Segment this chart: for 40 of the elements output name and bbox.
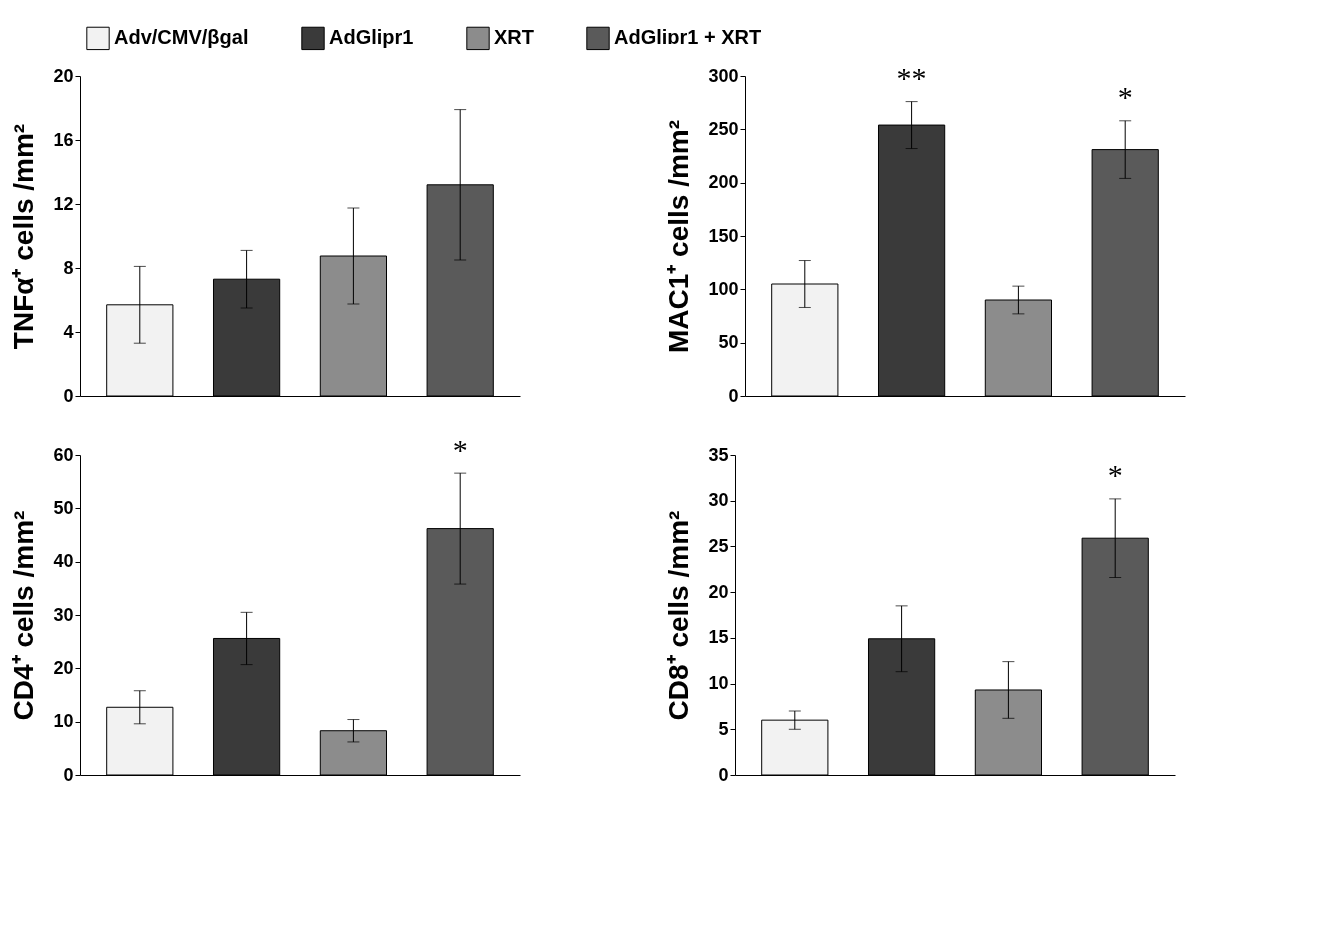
y-axis-title: TNFα⁺ cells /mm²: [8, 123, 40, 350]
y-tick-label: 35: [708, 444, 729, 465]
y-tick-label: 10: [53, 711, 74, 732]
y-tick-label: 12: [53, 193, 74, 214]
y-tick-label: 30: [708, 490, 729, 511]
y-axis-title: CD4⁺ cells /mm²: [8, 510, 40, 721]
y-axis-title: MAC1⁺ cells /mm²: [663, 119, 695, 354]
y-tick-label: 250: [708, 118, 739, 139]
y-tick-label: 16: [53, 129, 74, 150]
y-tick-label: 0: [63, 764, 74, 785]
y-tick-label: 50: [718, 332, 739, 353]
y-tick-label: 15: [708, 627, 729, 648]
y-tick-label: 30: [53, 604, 74, 625]
y-tick-label: 10: [708, 673, 729, 694]
y-tick-label: 50: [53, 497, 74, 518]
y-tick-label: 8: [63, 257, 74, 278]
y-tick-label: 0: [718, 764, 729, 785]
legend-label: AdGlipr1 + XRT: [614, 26, 762, 49]
y-tick-label: 4: [63, 321, 74, 342]
y-tick-label: 0: [63, 385, 74, 406]
legend-label: AdGlipr1: [329, 26, 414, 49]
y-tick-label: 20: [53, 65, 74, 86]
y-tick-label: 20: [53, 657, 74, 678]
y-tick-label: 5: [718, 718, 729, 739]
annotation: *: [1117, 80, 1133, 114]
y-tick-label: 20: [708, 581, 729, 602]
legend-label: Adv/CMV/βgal: [114, 26, 249, 49]
annotation: *: [452, 432, 468, 466]
y-tick-label: 150: [708, 225, 739, 246]
annotation: *: [1107, 458, 1123, 492]
annotation: **: [896, 61, 927, 95]
y-tick-label: 300: [708, 65, 739, 86]
y-tick-label: 200: [708, 172, 739, 193]
y-tick-label: 25: [708, 535, 729, 556]
y-tick-label: 60: [53, 444, 74, 465]
y-tick-label: 100: [708, 278, 739, 299]
legend-label: XRT: [494, 26, 534, 49]
y-tick-label: 0: [728, 385, 739, 406]
y-axis-title: CD8⁺ cells /mm²: [663, 510, 695, 721]
y-tick-label: 40: [53, 551, 74, 572]
